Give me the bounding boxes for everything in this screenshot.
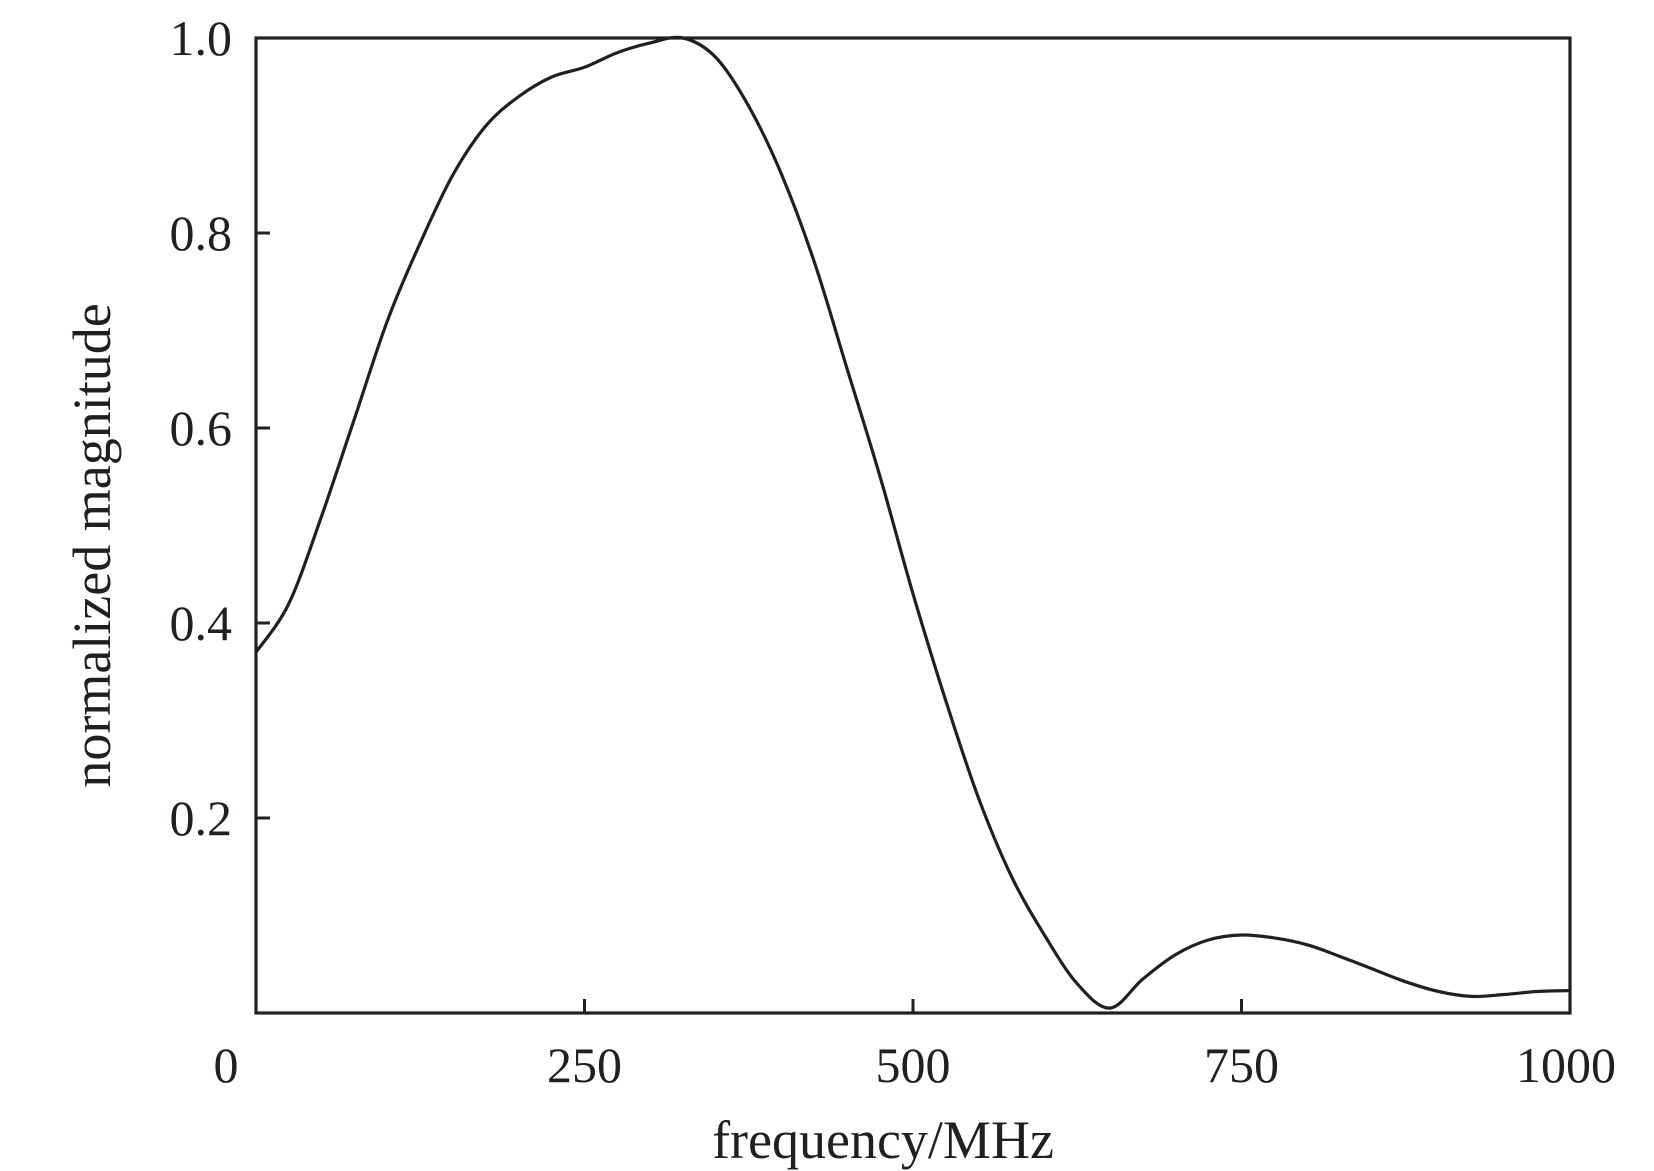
x-tick-label: 500	[876, 1037, 951, 1093]
y-tick-label: 0.6	[170, 400, 233, 456]
x-axis-label: frequency/MHz	[712, 1110, 1054, 1170]
x-tick-label: 250	[547, 1037, 622, 1093]
y-axis-label: normalized magnitude	[62, 303, 122, 787]
x-tick-label: 0	[214, 1037, 239, 1093]
y-tick-label: 0.8	[170, 205, 233, 261]
y-axis-ticks: 0.2 0.4 0.6 0.8 1.0	[170, 10, 270, 846]
x-tick-label: 750	[1204, 1037, 1279, 1093]
y-tick-label: 0.2	[170, 790, 233, 846]
series-line	[254, 35, 1572, 1010]
plot-frame	[254, 36, 1572, 1015]
y-tick-label: 1.0	[170, 10, 233, 66]
x-axis-ticks: 0 250 500 750 1000	[214, 999, 1616, 1093]
y-tick-label: 0.4	[170, 595, 233, 651]
x-tick-label: 1000	[1516, 1037, 1616, 1093]
